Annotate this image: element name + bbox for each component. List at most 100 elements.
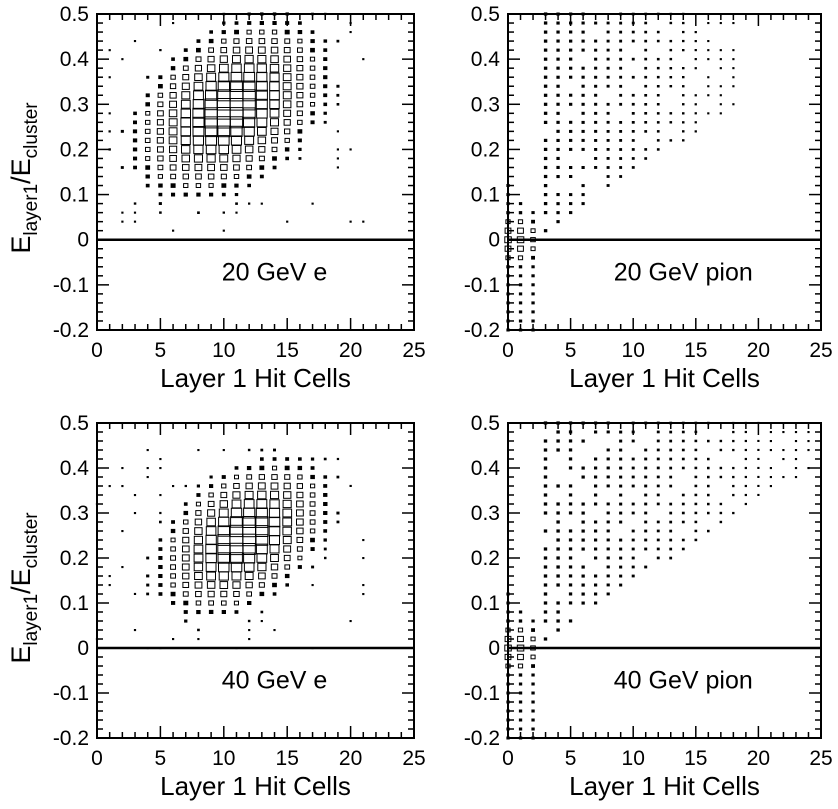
density-cell xyxy=(694,475,698,479)
density-cell xyxy=(556,430,560,434)
density-cell xyxy=(246,474,253,480)
density-cell xyxy=(157,146,164,153)
density-cell xyxy=(182,581,190,589)
density-cell xyxy=(594,57,598,61)
density-cell xyxy=(206,72,217,82)
density-cell xyxy=(170,183,176,188)
density-cell xyxy=(133,512,137,515)
density-cell xyxy=(286,220,289,223)
density-cell xyxy=(581,466,585,470)
density-cell xyxy=(644,529,648,533)
density-cell xyxy=(217,525,231,537)
density-cell xyxy=(282,91,292,100)
density-cell xyxy=(707,58,710,61)
density-cell xyxy=(269,90,280,101)
density-cell xyxy=(631,75,635,79)
density-cell xyxy=(204,125,218,138)
density-cell xyxy=(594,21,598,25)
density-cell xyxy=(631,475,635,479)
density-cell xyxy=(656,556,660,560)
density-cell xyxy=(133,592,137,596)
density-cell xyxy=(782,476,785,479)
density-cell xyxy=(543,457,548,461)
density-cell xyxy=(606,39,610,43)
density-cell xyxy=(184,619,188,623)
density-cell xyxy=(296,500,304,508)
density-cell xyxy=(193,544,204,554)
density-cell xyxy=(180,135,191,146)
density-cell xyxy=(619,66,623,70)
density-cell xyxy=(644,421,648,425)
density-cell xyxy=(669,484,673,488)
density-cell xyxy=(581,66,585,70)
density-cell xyxy=(194,581,203,589)
x-tick-label: 5 xyxy=(155,747,167,770)
density-cell xyxy=(282,526,292,536)
density-cell xyxy=(258,146,266,153)
density-cell xyxy=(707,511,710,515)
density-cell xyxy=(108,49,111,52)
density-cell xyxy=(194,527,203,535)
density-cell xyxy=(181,82,190,90)
density-cell xyxy=(505,219,511,225)
density-cell xyxy=(255,80,268,92)
density-cell xyxy=(170,573,176,579)
x-tick-label: 0 xyxy=(91,339,103,362)
density-cell xyxy=(732,493,735,497)
density-cell xyxy=(732,439,735,443)
density-cell xyxy=(108,575,111,578)
density-cell xyxy=(205,81,217,92)
density-cell xyxy=(556,619,560,623)
density-cell xyxy=(606,120,610,124)
density-cell xyxy=(744,430,748,434)
density-cell xyxy=(517,245,524,252)
density-cell xyxy=(518,691,523,695)
density-cell xyxy=(297,138,302,143)
density-cell xyxy=(285,156,289,161)
density-cell xyxy=(217,80,230,92)
density-cell xyxy=(707,22,710,25)
density-cell xyxy=(619,175,623,178)
density-cell xyxy=(207,55,215,63)
density-cell xyxy=(133,629,137,632)
density-cell xyxy=(270,55,279,64)
density-cell xyxy=(269,81,280,92)
density-cell xyxy=(506,709,510,713)
density-cell xyxy=(221,483,227,489)
density-cell xyxy=(619,75,623,79)
density-cell xyxy=(336,157,339,160)
density-cell xyxy=(669,85,673,88)
density-cell xyxy=(694,520,698,524)
density-cell xyxy=(219,500,229,508)
x-tick-label: 25 xyxy=(809,747,832,770)
y-tick-label: 0.2 xyxy=(471,547,500,570)
density-cell xyxy=(656,448,660,452)
density-cell xyxy=(581,511,585,515)
density-cell xyxy=(235,647,238,650)
density-cell xyxy=(195,183,202,189)
density-cell xyxy=(543,174,548,179)
density-cell xyxy=(244,490,254,500)
density-cell xyxy=(233,38,240,44)
density-cell xyxy=(719,475,723,479)
density-cell xyxy=(296,518,304,526)
density-cell xyxy=(531,274,535,278)
plot-frame xyxy=(96,13,415,331)
density-cell xyxy=(556,147,560,151)
density-cell xyxy=(230,80,243,93)
density-cell xyxy=(260,202,263,205)
density-cell xyxy=(682,30,685,34)
density-cell xyxy=(744,502,748,506)
density-cell xyxy=(594,102,598,106)
density-cell xyxy=(282,73,292,82)
density-cell xyxy=(169,92,177,99)
y-tick-label: 0.4 xyxy=(471,48,501,71)
density-cell xyxy=(257,46,266,54)
density-cell xyxy=(694,421,698,425)
density-cell xyxy=(694,94,697,97)
density-cell xyxy=(297,47,303,53)
density-cell xyxy=(309,83,316,89)
density-cell xyxy=(606,574,610,578)
density-cell xyxy=(283,64,292,72)
y-tick-label: -0.2 xyxy=(53,319,89,342)
